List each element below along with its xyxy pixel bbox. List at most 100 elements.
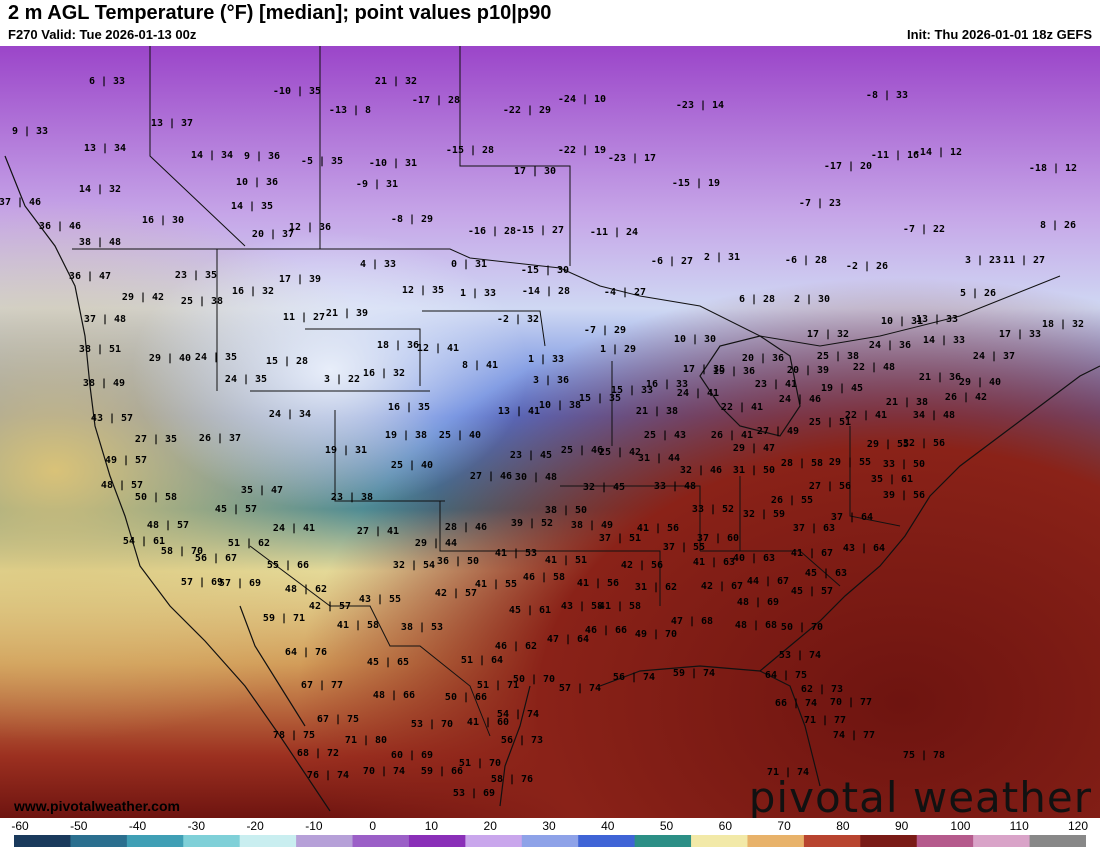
colorbar-segment bbox=[70, 835, 128, 847]
point-value: -5 | 35 bbox=[300, 156, 344, 167]
point-value: 64 | 75 bbox=[764, 670, 808, 681]
point-value: -15 | 27 bbox=[515, 225, 565, 236]
point-value: -6 | 28 bbox=[784, 255, 828, 266]
point-value: 31 | 62 bbox=[634, 582, 678, 593]
point-value: 71 | 80 bbox=[344, 735, 388, 746]
point-value: 25 | 38 bbox=[816, 351, 860, 362]
point-value: 24 | 35 bbox=[224, 374, 268, 385]
point-value: 17 | 39 bbox=[278, 274, 322, 285]
point-value: 23 | 45 bbox=[509, 450, 553, 461]
point-value: -8 | 29 bbox=[390, 214, 434, 225]
point-value: 38 | 51 bbox=[78, 344, 122, 355]
point-value: -11 | 16 bbox=[870, 150, 920, 161]
point-value: 48 | 57 bbox=[146, 520, 190, 531]
legend-tick-label: 60 bbox=[718, 819, 733, 833]
point-value: 27 | 35 bbox=[134, 434, 178, 445]
point-value: 36 | 50 bbox=[436, 556, 480, 567]
point-value: 21 | 32 bbox=[374, 76, 418, 87]
point-value: 70 | 77 bbox=[829, 697, 873, 708]
point-value: -22 | 29 bbox=[502, 105, 552, 116]
point-value: 39 | 52 bbox=[510, 518, 554, 529]
point-value: 17 | 32 bbox=[806, 329, 850, 340]
legend-tick-label: -50 bbox=[70, 819, 88, 833]
point-value: 20 | 37 bbox=[251, 229, 295, 240]
point-value: 9 | 33 bbox=[11, 126, 49, 137]
legend-tick-label: -30 bbox=[187, 819, 205, 833]
colorbar-segment bbox=[408, 835, 466, 847]
point-value: 32 | 56 bbox=[902, 438, 946, 449]
point-value: 45 | 65 bbox=[366, 657, 410, 668]
point-value: 22 | 41 bbox=[720, 402, 764, 413]
point-value: 33 | 50 bbox=[882, 459, 926, 470]
point-value: 22 | 41 bbox=[844, 410, 888, 421]
point-value: 58 | 76 bbox=[490, 774, 534, 785]
point-value: 38 | 50 bbox=[544, 505, 588, 516]
point-value: 50 | 70 bbox=[780, 622, 824, 633]
point-value: 6 | 28 bbox=[738, 294, 776, 305]
point-value: 30 | 48 bbox=[514, 472, 558, 483]
point-value: 25 | 40 bbox=[438, 430, 482, 441]
point-value: -15 | 30 bbox=[520, 265, 570, 276]
point-value: 24 | 41 bbox=[272, 523, 316, 534]
point-value: 78 | 75 bbox=[272, 730, 316, 741]
point-value: 49 | 70 bbox=[634, 629, 678, 640]
point-value: 71 | 74 bbox=[766, 767, 810, 778]
point-value: 41 | 67 bbox=[790, 548, 834, 559]
point-value: 14 | 34 bbox=[190, 150, 234, 161]
point-value: 42 | 57 bbox=[308, 601, 352, 612]
point-value: -23 | 14 bbox=[675, 100, 725, 111]
point-value: -22 | 19 bbox=[557, 145, 607, 156]
point-value: 27 | 49 bbox=[756, 426, 800, 437]
website-watermark: www.pivotalweather.com bbox=[14, 798, 180, 814]
point-value: 14 | 35 bbox=[230, 201, 274, 212]
legend-colorbar bbox=[14, 835, 1086, 847]
point-value: 29 | 42 bbox=[121, 292, 165, 303]
point-value: 41 | 53 bbox=[494, 548, 538, 559]
point-value: 42 | 56 bbox=[620, 560, 664, 571]
legend-tick-label: 90 bbox=[894, 819, 909, 833]
point-value: 29 | 55 bbox=[866, 439, 910, 450]
point-value: 29 | 55 bbox=[828, 457, 872, 468]
colorbar-segment bbox=[239, 835, 297, 847]
point-value: 11 | 27 bbox=[282, 312, 326, 323]
point-value: 2 | 31 bbox=[703, 252, 741, 263]
colorbar-segment bbox=[183, 835, 241, 847]
point-value: 11 | 27 bbox=[1002, 255, 1046, 266]
point-value: 25 | 40 bbox=[390, 460, 434, 471]
point-value: 15 | 33 bbox=[610, 385, 654, 396]
point-value: 38 | 49 bbox=[570, 520, 614, 531]
point-value: 45 | 63 bbox=[804, 568, 848, 579]
point-value: 74 | 77 bbox=[832, 730, 876, 741]
point-value: 62 | 73 bbox=[800, 684, 844, 695]
temperature-map[interactable]: 6 | 33 9 | 33 13 | 34 13 | 37 14 | 34 9 | 36 1… bbox=[0, 46, 1100, 818]
point-value: -11 | 24 bbox=[589, 227, 639, 238]
point-value: -14 | 28 bbox=[521, 286, 571, 297]
legend-tick-label: 80 bbox=[836, 819, 850, 833]
point-value: 16 | 32 bbox=[231, 286, 275, 297]
point-value: 59 | 74 bbox=[672, 668, 716, 679]
point-value: -7 | 22 bbox=[902, 224, 946, 235]
legend-tick-label: 40 bbox=[601, 819, 615, 833]
point-value: 12 | 35 bbox=[401, 285, 445, 296]
point-value: 12 | 41 bbox=[416, 343, 460, 354]
point-value: -14 | 12 bbox=[913, 147, 963, 158]
point-value: 13 | 41 bbox=[497, 406, 541, 417]
point-value: 38 | 49 bbox=[82, 378, 126, 389]
legend-tick-label: 10 bbox=[424, 819, 439, 833]
point-value: 15 | 35 bbox=[578, 393, 622, 404]
point-value: 53 | 74 bbox=[778, 650, 822, 661]
point-value: 19 | 36 bbox=[712, 366, 756, 377]
point-value: 37 | 64 bbox=[830, 512, 874, 523]
point-value: 48 | 57 bbox=[100, 480, 144, 491]
colorbar-segment bbox=[578, 835, 636, 847]
point-value: 0 | 31 bbox=[450, 259, 488, 270]
point-value: 24 | 35 bbox=[194, 352, 238, 363]
point-value: -4 | 27 bbox=[603, 287, 647, 298]
point-value: 42 | 67 bbox=[700, 581, 744, 592]
point-value: 29 | 44 bbox=[414, 538, 458, 549]
legend-tick-label: 0 bbox=[369, 819, 376, 833]
point-value: 20 | 39 bbox=[786, 365, 830, 376]
point-value: 44 | 67 bbox=[746, 576, 790, 587]
point-value: 37 | 60 bbox=[696, 533, 740, 544]
point-value: 40 | 63 bbox=[732, 553, 776, 564]
